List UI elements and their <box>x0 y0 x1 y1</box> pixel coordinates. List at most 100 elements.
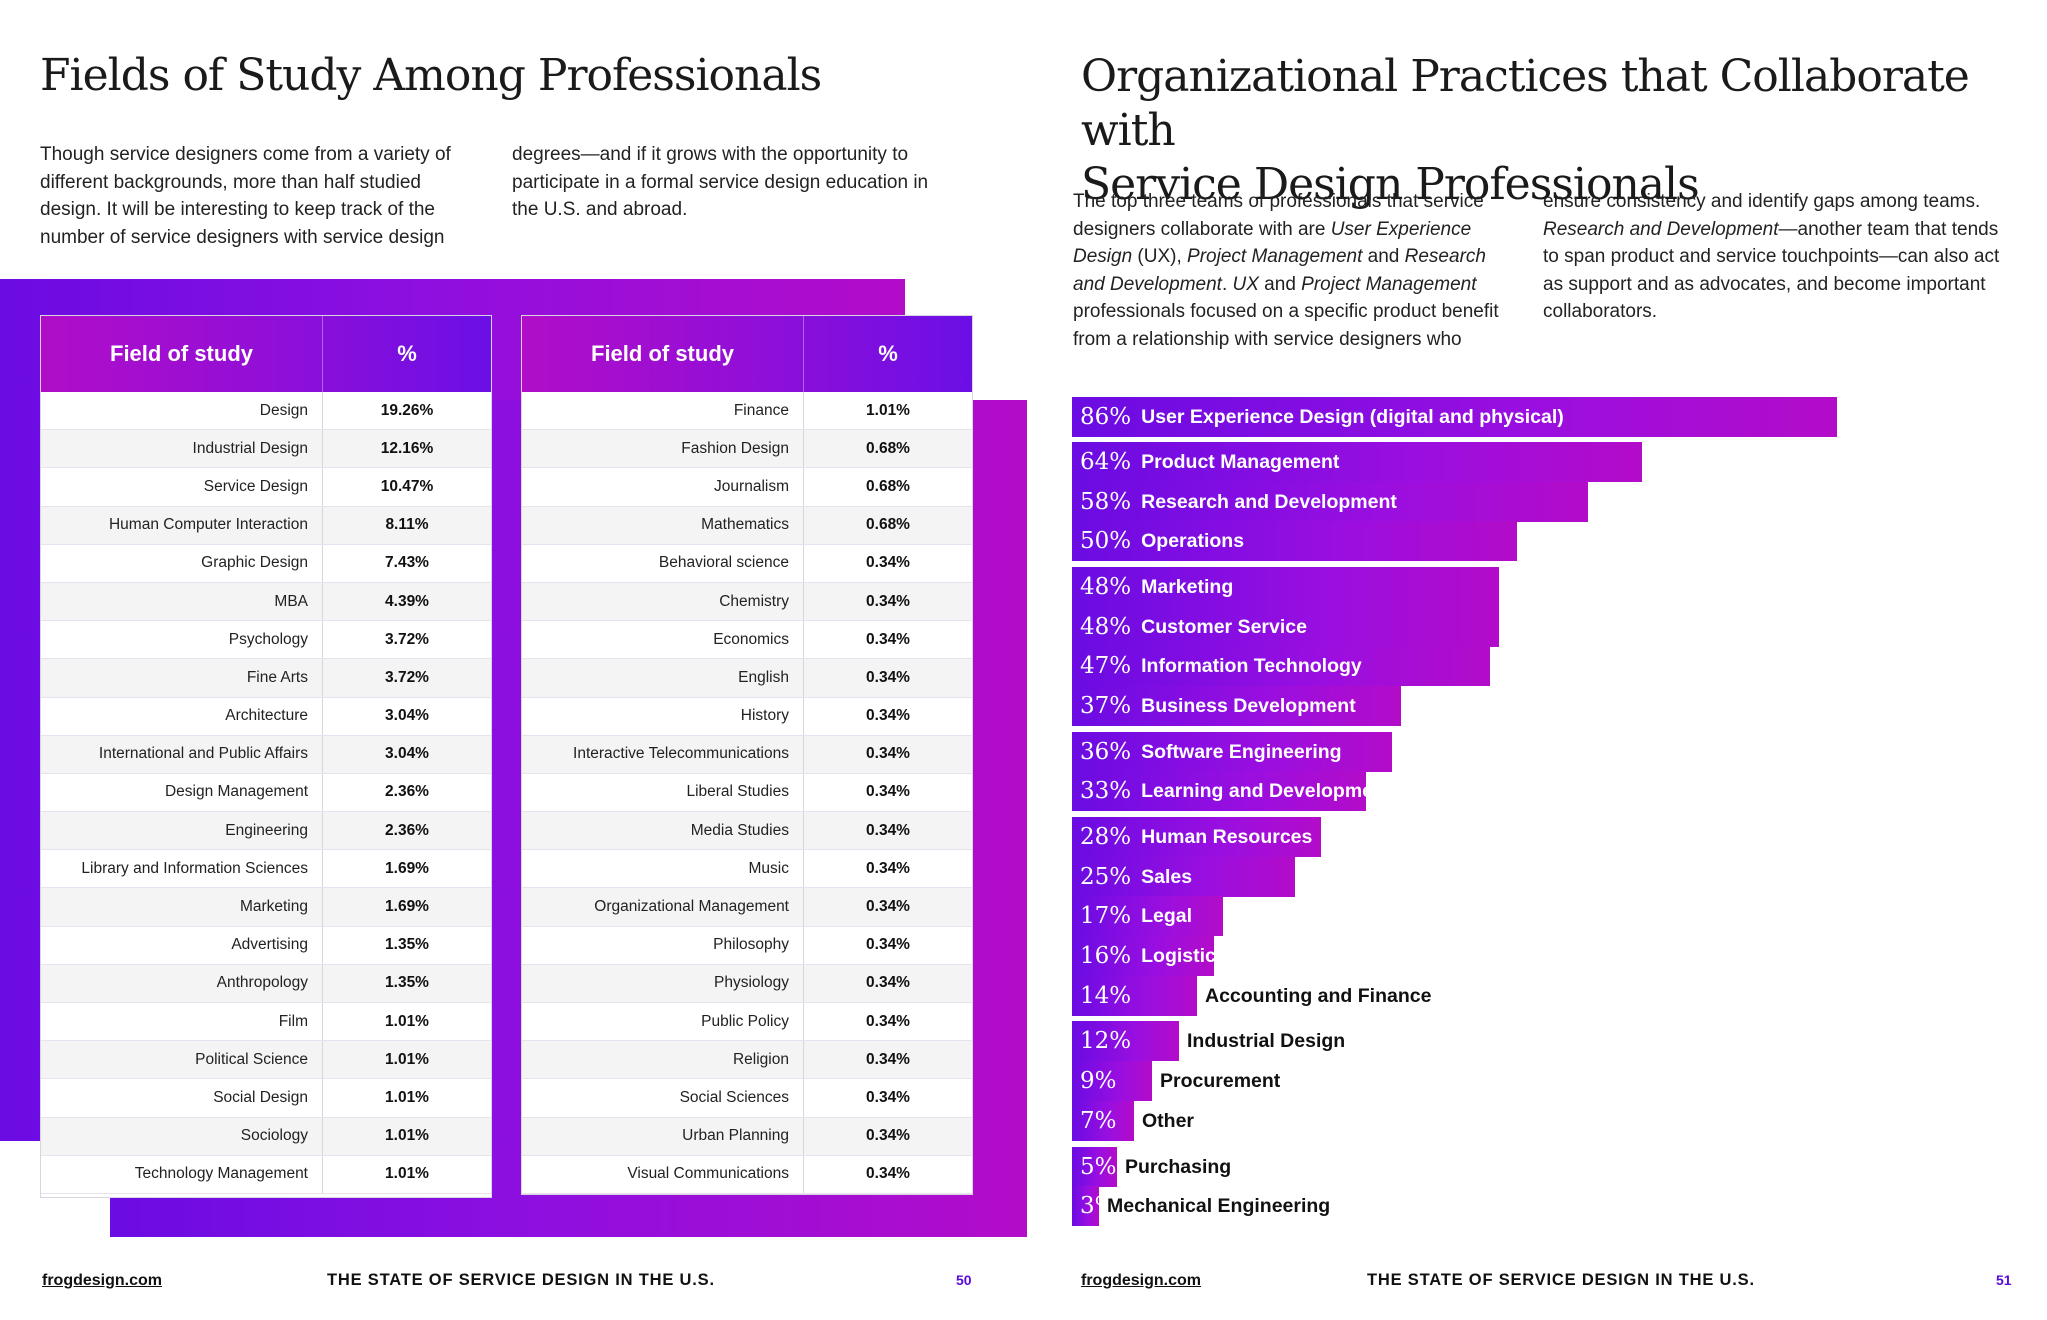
bar: 25% Sales <box>1072 857 1295 897</box>
footer-link-left[interactable]: frogdesign.com <box>42 1272 163 1289</box>
cell-field: Graphic Design <box>41 544 323 582</box>
cell-field: Physiology <box>522 964 804 1002</box>
cell-percent: 1.01% <box>385 1088 429 1106</box>
bar-value-label: 3% <box>1080 1193 1117 1219</box>
table-row: Media Studies 0.34% <box>522 812 972 851</box>
table-header: Field of study % <box>522 316 972 392</box>
cell-percent: 0.34% <box>866 630 910 648</box>
cell-field: Interactive Telecommunications <box>522 735 804 773</box>
bar-category-label: Research and Development <box>1141 490 1397 513</box>
cell-percent: 1.69% <box>385 859 429 877</box>
table-row: Advertising 1.35% <box>41 926 491 965</box>
table-row: Finance 1.01% <box>522 392 972 431</box>
cell-percent: 0.34% <box>866 554 910 572</box>
bar-row: 50% Operations <box>1072 521 1517 561</box>
cell-field: Political Science <box>41 1041 323 1079</box>
bar-category-label: Software Engineering <box>1141 740 1342 763</box>
cell-field: Design <box>41 392 323 430</box>
bar-row: 5% Purchasing <box>1072 1147 1231 1187</box>
bar-row: 14% Accounting and Finance <box>1072 976 1431 1016</box>
bar-row: 28% Human Resources <box>1072 817 1321 857</box>
right-intro-col1: The top three teams of professionals tha… <box>1073 191 1499 350</box>
right-title-line1: Organizational Practices that Collaborat… <box>1081 51 1970 156</box>
bar: 64% Product Management <box>1072 442 1642 482</box>
table-row: Anthropology 1.35% <box>41 964 491 1003</box>
cell-percent: 1.01% <box>385 1012 429 1030</box>
cell-field: Mathematics <box>522 506 804 544</box>
bar-row: 36% Software Engineering <box>1072 732 1392 772</box>
bar-category-label: Purchasing <box>1125 1155 1232 1178</box>
bar-row: 47% Information Technology <box>1072 646 1490 686</box>
table-row: International and Public Affairs 3.04% <box>41 735 491 774</box>
footer-link-right[interactable]: frogdesign.com <box>1081 1272 1202 1289</box>
cell-field: Social Design <box>41 1079 323 1117</box>
cell-field: Media Studies <box>522 812 804 850</box>
table-row: Social Sciences 0.34% <box>522 1079 972 1118</box>
bar-value-label: 58% <box>1080 489 1132 515</box>
bar-category-label: Business Development <box>1141 694 1356 717</box>
table-row: Social Design 1.01% <box>41 1079 491 1118</box>
table-row: Liberal Studies 0.34% <box>522 773 972 813</box>
table-row: Visual Communications 0.34% <box>522 1155 972 1194</box>
bar-category-label: Other <box>1142 1109 1195 1132</box>
bar: 37% Business Development <box>1072 686 1401 726</box>
cell-field: Behavioral science <box>522 544 804 582</box>
table-row: Film 1.01% <box>41 1003 491 1042</box>
bar: 28% Human Resources <box>1072 817 1321 857</box>
table-row: Journalism 0.68% <box>522 468 972 507</box>
cell-field: International and Public Affairs <box>41 735 323 773</box>
cell-field: Industrial Design <box>41 430 323 468</box>
cell-field: Library and Information Sciences <box>41 850 323 888</box>
table-row: Political Science 1.01% <box>41 1041 491 1080</box>
bar-category-label: Industrial Design <box>1187 1029 1346 1052</box>
bar-row: 3% Mechanical Engineering <box>1072 1186 1330 1226</box>
left-intro-col2: degrees—and if it grows with the opportu… <box>512 144 929 220</box>
cell-field: Engineering <box>41 812 323 850</box>
cell-percent: 0.34% <box>866 821 910 839</box>
bar-value-label: 86% <box>1080 404 1132 430</box>
cell-field: MBA <box>41 582 323 621</box>
cell-percent: 3.04% <box>385 707 429 725</box>
bar-category-label: Legal <box>1141 904 1193 927</box>
cell-percent: 0.34% <box>866 936 910 954</box>
table-row: Fashion Design 0.68% <box>522 430 972 469</box>
table-row: Service Design 10.47% <box>41 468 491 507</box>
bar-category-label: Accounting and Finance <box>1205 984 1432 1007</box>
bar: 14% <box>1072 976 1197 1016</box>
cell-field: History <box>522 697 804 735</box>
cell-field: Urban Planning <box>522 1117 804 1155</box>
bar-value-label: 48% <box>1080 614 1132 640</box>
cell-field: Service Design <box>41 468 323 506</box>
cell-percent: 0.34% <box>866 745 910 763</box>
table-row: Physiology 0.34% <box>522 964 972 1003</box>
cell-field: Liberal Studies <box>522 773 804 812</box>
bar-row: 17% Legal <box>1072 896 1223 936</box>
table-row: Marketing 1.69% <box>41 888 491 927</box>
table-row: Urban Planning 0.34% <box>522 1117 972 1156</box>
bar-value-label: 5% <box>1080 1154 1117 1180</box>
cell-field: Organizational Management <box>522 888 804 926</box>
cell-percent: 12.16% <box>380 439 434 457</box>
table-row: Public Policy 0.34% <box>522 1003 972 1042</box>
bar-category-label: User Experience Design (digital and phys… <box>1141 405 1564 428</box>
bar: 17% Legal <box>1072 896 1223 936</box>
cell-field: Journalism <box>522 468 804 506</box>
header-field-of-study: Field of study <box>41 316 323 392</box>
cell-field: Economics <box>522 621 804 659</box>
bar: 47% Information Technology <box>1072 646 1490 686</box>
bar-category-label: Learning and Development <box>1141 779 1392 802</box>
bar: 12% <box>1072 1021 1179 1061</box>
bar-category-label: Mechanical Engineering <box>1107 1194 1331 1217</box>
bar-category-label: Marketing <box>1141 575 1234 598</box>
cell-field: Music <box>522 850 804 888</box>
cell-percent: 2.36% <box>385 783 429 801</box>
table-row: MBA 4.39% <box>41 582 491 622</box>
bar-value-label: 50% <box>1080 528 1132 554</box>
table-row: Architecture 3.04% <box>41 697 491 736</box>
cell-percent: 4.39% <box>385 592 429 610</box>
bar: 50% Operations <box>1072 521 1517 561</box>
cell-percent: 0.68% <box>866 439 910 457</box>
cell-percent: 3.04% <box>385 745 429 763</box>
table-row: History 0.34% <box>522 697 972 736</box>
bar-value-label: 36% <box>1080 739 1132 765</box>
